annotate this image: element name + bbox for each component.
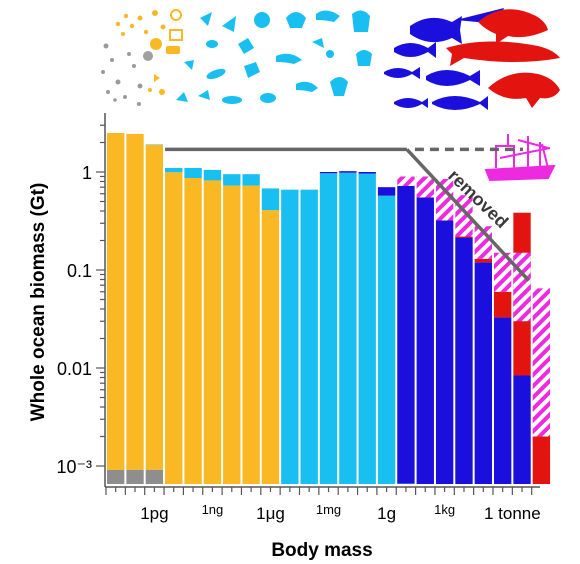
bar bbox=[107, 133, 125, 484]
y-tick-label: 0.1 bbox=[67, 261, 92, 281]
y-tick-label: 10⁻³ bbox=[56, 457, 92, 477]
bar-segment-phytoplankton bbox=[203, 180, 222, 484]
bar-segment-fish bbox=[358, 172, 376, 174]
fishing-boat-icon bbox=[484, 134, 556, 182]
bar-segment-phytoplankton bbox=[165, 172, 183, 485]
bar-segment-mammals bbox=[474, 258, 492, 263]
bar bbox=[397, 176, 415, 484]
x-tick-label: 1ng bbox=[202, 502, 224, 517]
bar-segment-zooplankton bbox=[242, 174, 260, 186]
phytoplankton-icons bbox=[115, 9, 183, 95]
prokaryote-icons bbox=[101, 43, 153, 106]
bar bbox=[513, 212, 531, 484]
bar-segment-removed bbox=[416, 176, 434, 198]
bar bbox=[377, 187, 396, 484]
bar-segment-zooplankton bbox=[203, 169, 222, 181]
bar bbox=[281, 189, 299, 484]
bar-segment-zooplankton bbox=[358, 173, 376, 484]
bar bbox=[203, 169, 222, 484]
y-tick-label: 0.01 bbox=[57, 359, 92, 379]
y-axis-label: Whole ocean biomass (Gt) bbox=[28, 183, 49, 422]
bar-segment-fish bbox=[474, 262, 492, 484]
bar-segment-fish bbox=[377, 187, 396, 196]
bar bbox=[416, 176, 434, 484]
bar-segment-removed bbox=[494, 252, 512, 292]
marine-mammal-icons bbox=[446, 9, 560, 108]
bar-segment-fish bbox=[513, 375, 531, 484]
x-tick-label: 1kg bbox=[434, 502, 455, 517]
bar-segment-phytoplankton bbox=[145, 144, 164, 470]
bar-segment-fish bbox=[494, 317, 512, 484]
bar-segment-zooplankton bbox=[261, 188, 280, 211]
axes-layer: 1 0.1 0.01 10⁻³ 1pg 1ng 1μg 1mg 1g 1kg 1 tonne bbox=[56, 113, 541, 523]
bar-segment-fish bbox=[455, 237, 473, 484]
bar bbox=[184, 167, 202, 484]
bar-segment-fish bbox=[339, 171, 357, 173]
bar-segment-prokaryotes bbox=[145, 469, 164, 484]
bar-segment-prokaryotes bbox=[126, 469, 144, 484]
bar-segment-prokaryotes bbox=[107, 469, 125, 484]
bar bbox=[494, 252, 512, 484]
bar-segment-zooplankton bbox=[339, 172, 357, 484]
trend-layer bbox=[165, 147, 531, 282]
trend-line-slope bbox=[405, 148, 531, 282]
bar bbox=[145, 144, 164, 484]
bar-segment-zooplankton bbox=[377, 195, 396, 484]
bar bbox=[126, 133, 144, 484]
bar-segment-phytoplankton bbox=[126, 133, 144, 470]
bar-segment-zooplankton bbox=[223, 174, 241, 186]
x-tick-label: 1 tonne bbox=[484, 504, 541, 523]
bar bbox=[474, 226, 492, 484]
bar bbox=[455, 195, 473, 484]
x-tick-label: 1mg bbox=[316, 502, 341, 517]
bar-segment-mammals bbox=[532, 436, 551, 484]
zooplankton-icons bbox=[176, 10, 372, 104]
bar-segment-phytoplankton bbox=[242, 185, 260, 484]
bar bbox=[300, 189, 318, 484]
x-tick-label: 1g bbox=[377, 504, 396, 523]
y-tick-label: 1 bbox=[82, 163, 92, 183]
bar-segment-fish bbox=[319, 172, 338, 174]
bar-segment-mammals bbox=[455, 236, 473, 238]
x-axis-label: Body mass bbox=[271, 540, 372, 561]
bar-segment-phytoplankton bbox=[107, 133, 125, 470]
bar-segment-fish bbox=[435, 220, 454, 484]
x-tick-label: 1μg bbox=[256, 504, 285, 523]
bar-segment-removed bbox=[513, 252, 531, 322]
bar-segment-zooplankton bbox=[184, 167, 202, 178]
bar bbox=[358, 172, 376, 484]
bar-segment-removed bbox=[397, 176, 415, 186]
bar-segment-phytoplankton bbox=[261, 210, 280, 484]
bar-segment-zooplankton bbox=[300, 189, 318, 484]
bar-segment-zooplankton bbox=[281, 189, 299, 484]
bars-layer bbox=[107, 133, 551, 485]
bar-segment-fish bbox=[397, 185, 415, 484]
bar bbox=[261, 188, 280, 484]
x-tick-label: 1pg bbox=[140, 504, 168, 523]
bar-segment-removed bbox=[435, 178, 454, 221]
bar-segment-zooplankton bbox=[165, 167, 183, 173]
bar bbox=[223, 174, 241, 484]
bar-segment-phytoplankton bbox=[223, 185, 241, 484]
bar-segment-removed bbox=[532, 288, 551, 437]
bar bbox=[435, 178, 454, 484]
bar bbox=[242, 174, 260, 484]
bar-segment-mammals bbox=[494, 291, 512, 318]
bar bbox=[165, 167, 183, 485]
bar bbox=[339, 171, 357, 484]
bar bbox=[532, 288, 551, 484]
organism-icons bbox=[101, 8, 560, 182]
bar-segment-phytoplankton bbox=[184, 177, 202, 484]
bar bbox=[319, 172, 338, 485]
bar-segment-fish bbox=[416, 197, 434, 484]
bar-segment-zooplankton bbox=[319, 173, 338, 485]
